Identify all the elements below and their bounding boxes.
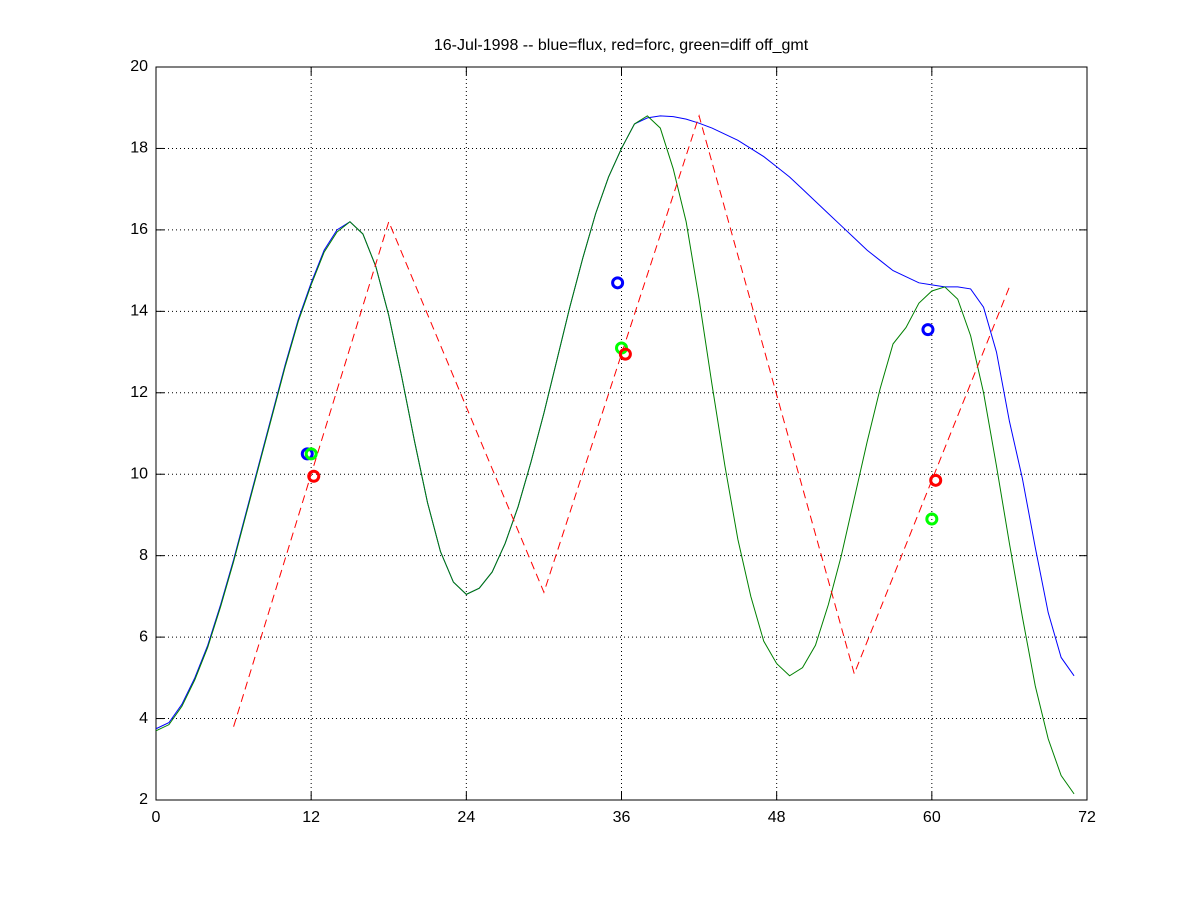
y-tick-label: 8 — [139, 547, 148, 564]
x-tick-label: 48 — [768, 809, 786, 826]
x-tick-label: 0 — [152, 809, 161, 826]
marker — [611, 276, 625, 290]
x-tick-label: 36 — [613, 809, 631, 826]
plot-frame — [155, 66, 1088, 801]
marker — [925, 512, 939, 526]
marker — [921, 323, 935, 337]
marker — [307, 469, 321, 483]
marker — [618, 347, 632, 361]
y-tick-label: 18 — [130, 140, 148, 157]
x-tick-label: 60 — [923, 809, 941, 826]
x-tick-label: 24 — [457, 809, 475, 826]
y-tick-label: 6 — [139, 628, 148, 645]
x-tick-label: 12 — [302, 809, 320, 826]
x-tick-label: 72 — [1078, 809, 1096, 826]
series-line — [155, 115, 1075, 795]
marker — [304, 447, 318, 461]
y-tick-label: 14 — [130, 303, 148, 320]
y-tick-label: 4 — [139, 710, 148, 727]
chart-title: 16-Jul-1998 -- blue=flux, red=forc, gree… — [434, 37, 809, 54]
y-tick-label: 2 — [139, 791, 148, 808]
marker — [929, 473, 943, 487]
y-tick-label: 20 — [130, 58, 148, 75]
y-tick-label: 12 — [130, 384, 148, 401]
y-tick-label: 16 — [130, 221, 148, 238]
y-tick-label: 10 — [130, 465, 148, 482]
